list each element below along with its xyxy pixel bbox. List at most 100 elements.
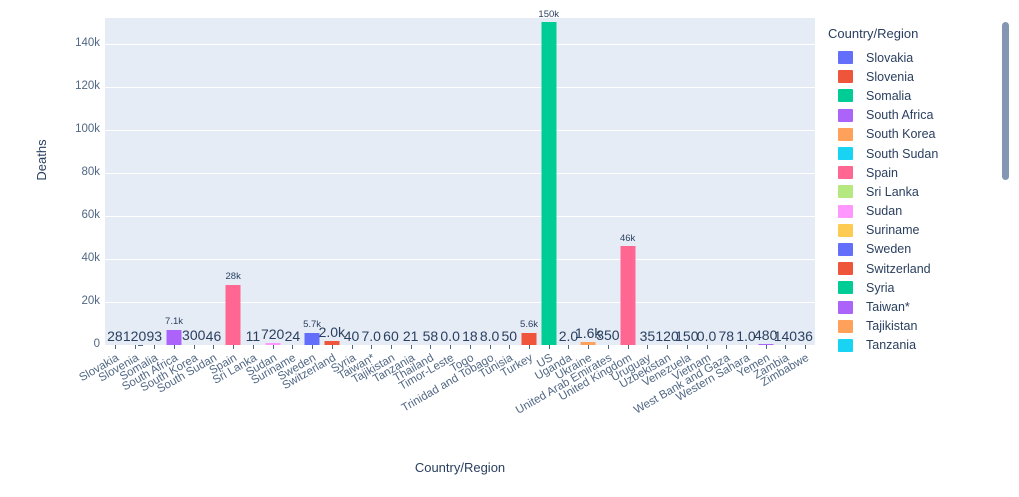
x-tick-mark — [627, 345, 629, 349]
bar-group[interactable]: 7.0 — [361, 18, 381, 345]
x-tick-mark — [134, 345, 136, 349]
bar-value-label: 7.0 — [361, 328, 381, 344]
bar-value-label: 11 — [245, 327, 261, 344]
x-tick-mark — [154, 345, 156, 349]
legend-item-label: South Korea — [866, 127, 936, 142]
bar-group[interactable]: 1.6k — [575, 18, 601, 345]
legend-item-label: Sweden — [866, 242, 912, 257]
legend-item-sri-lanka[interactable]: Sri Lanka — [828, 182, 1003, 201]
legend-item-label: Slovakia — [866, 50, 914, 65]
bar-value-label: 58 — [422, 327, 439, 344]
bar-group[interactable]: 150k — [538, 10, 559, 345]
bar-group[interactable]: 720 — [261, 18, 284, 345]
bar[interactable] — [265, 343, 281, 345]
bar-group[interactable]: 480 — [754, 18, 777, 345]
bar-value-label: 120 — [655, 327, 679, 344]
legend-swatch-icon — [838, 89, 853, 103]
legend-item-sudan[interactable]: Sudan — [828, 202, 1003, 221]
bar[interactable] — [521, 332, 537, 345]
bar-group[interactable]: 93 — [144, 18, 164, 345]
bar-group[interactable]: 28 — [105, 18, 125, 345]
legend-swatch-icon — [838, 300, 853, 314]
legend-item-tajikistan[interactable]: Tajikistan — [828, 317, 1003, 336]
bar-group[interactable]: 40 — [342, 18, 362, 345]
legend-item-switzerland[interactable]: Switzerland — [828, 259, 1003, 278]
bar[interactable] — [166, 329, 182, 345]
bar[interactable] — [304, 332, 320, 345]
bar-group[interactable]: 8.0 — [480, 18, 500, 345]
bar-value-label: 28k — [225, 271, 241, 283]
bar-group[interactable]: 120 — [655, 18, 679, 345]
x-tick-mark — [272, 345, 274, 349]
bar-group[interactable]: 24 — [283, 18, 303, 345]
legend-item-sweden[interactable]: Sweden — [828, 240, 1003, 259]
bar[interactable] — [580, 341, 596, 345]
x-tick-mark — [568, 345, 570, 349]
legend-item-somalia[interactable]: Somalia — [828, 86, 1003, 105]
bar-group[interactable]: 58 — [421, 18, 441, 345]
legend-swatch-icon — [838, 70, 853, 84]
bar[interactable] — [758, 343, 774, 345]
x-tick-mark — [213, 345, 215, 349]
bar-value-label: 46k — [619, 232, 636, 244]
bar-group[interactable]: 2.0 — [559, 18, 579, 345]
bar-value-label: 18 — [462, 327, 478, 344]
legend-item-syria[interactable]: Syria — [828, 278, 1003, 297]
bar-value-label: 46 — [205, 327, 222, 344]
legend-item-label: Sri Lanka — [866, 184, 919, 199]
bar-group[interactable]: 0.0 — [697, 18, 717, 345]
bar[interactable] — [225, 284, 241, 345]
legend-item-tanzania[interactable]: Tanzania — [828, 336, 1003, 355]
bar-group[interactable]: 5.7k — [302, 18, 322, 345]
gridline — [105, 215, 815, 217]
bar-group[interactable]: 11 — [243, 18, 263, 345]
plot-area: 28 120 93 7.1k 300 46 28k 11 720 24 5.7k 2.0k 40 7.0 6… — [105, 10, 815, 345]
legend-item-south-sudan[interactable]: South Sudan — [828, 144, 1003, 163]
legend-item-spain[interactable]: Spain — [828, 163, 1003, 182]
bar-group[interactable]: 46 — [204, 18, 224, 345]
legend-item-south-africa[interactable]: South Africa — [828, 106, 1003, 125]
bar-group[interactable]: 1.0 — [736, 18, 756, 345]
legend-item-south-korea[interactable]: South Korea — [828, 125, 1003, 144]
y-tick-label: 80k — [81, 165, 100, 178]
bar[interactable] — [620, 246, 636, 345]
bar-group[interactable]: 7.1k — [164, 18, 184, 345]
bar-group[interactable]: 5.6k — [519, 18, 539, 345]
bar-value-label: 5.7k — [303, 319, 322, 331]
bar-group[interactable]: 36 — [795, 18, 815, 345]
bar[interactable] — [541, 22, 557, 345]
bar-value-label: 0.0 — [696, 328, 717, 344]
legend-item-slovakia[interactable]: Slovakia — [828, 48, 1003, 67]
bar-group[interactable]: 60 — [381, 18, 401, 345]
bar-group[interactable]: 35 — [638, 18, 658, 345]
bar-group[interactable]: 50 — [499, 18, 519, 345]
legend-item-slovenia[interactable]: Slovenia — [828, 67, 1003, 86]
bar-group[interactable]: 120 — [123, 18, 146, 345]
bar-group[interactable]: 140 — [774, 18, 797, 345]
page-scrollbar-track[interactable] — [1002, 0, 1015, 497]
x-tick-mark — [509, 345, 511, 349]
legend-swatch-icon — [838, 185, 853, 199]
legend-swatch-icon — [838, 242, 853, 256]
legend-swatch-icon — [838, 108, 853, 122]
bar-group[interactable]: 300 — [182, 18, 205, 345]
x-tick-mark — [686, 345, 688, 349]
page-scrollbar-thumb[interactable] — [1002, 22, 1009, 180]
y-tick-label: 60k — [81, 208, 100, 221]
bar-group[interactable]: 28k — [223, 18, 243, 345]
bar-group[interactable]: 350 — [596, 18, 619, 345]
legend-item-taiwan[interactable]: Taiwan* — [828, 297, 1003, 316]
bar-group[interactable]: 18 — [460, 18, 480, 345]
bar-group[interactable]: 150 — [675, 18, 698, 345]
bar-group[interactable]: 2.0k — [319, 18, 345, 345]
bar-group[interactable]: 78 — [716, 18, 736, 345]
x-tick-mark — [174, 345, 176, 349]
bar-group[interactable]: 46k — [618, 18, 638, 345]
legend-item-suriname[interactable]: Suriname — [828, 221, 1003, 240]
x-tick-mark — [331, 345, 333, 349]
bar[interactable] — [324, 340, 340, 345]
bar-group[interactable]: 0.0 — [440, 18, 460, 345]
bar-group[interactable]: 21 — [401, 18, 421, 345]
bar-value-label: 1.0 — [736, 328, 756, 344]
x-tick-mark — [114, 345, 116, 349]
